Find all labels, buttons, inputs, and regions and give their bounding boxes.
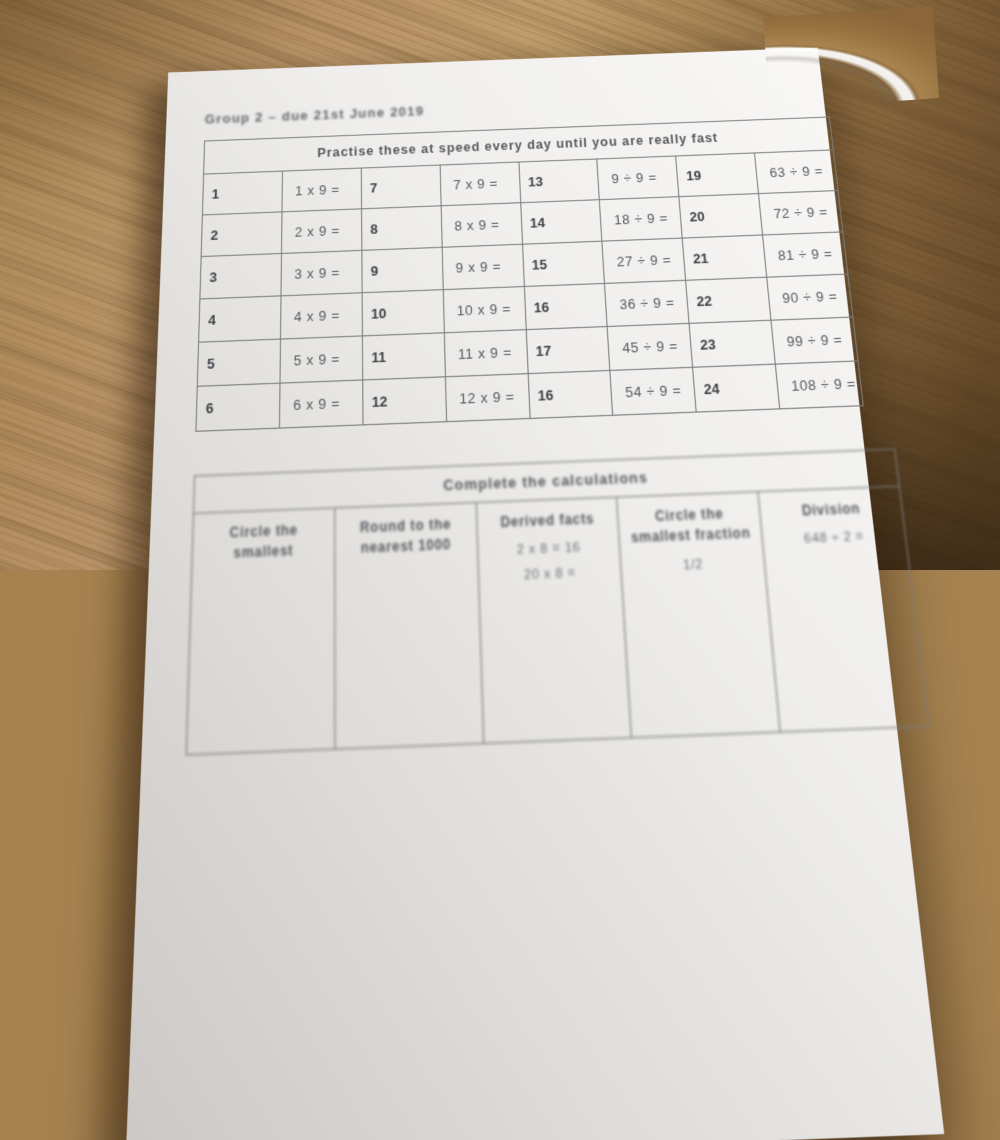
problem-number-cell: 10 <box>361 289 444 336</box>
problem-number-cell: 23 <box>689 320 776 368</box>
problem-cell: 108 ÷ 9 = <box>775 360 864 409</box>
problem-number-cell: 1 <box>202 171 283 215</box>
problem-cell: 99 ÷ 9 = <box>771 317 859 365</box>
problem-cell: 54 ÷ 9 = <box>610 367 697 416</box>
calc-preview-line <box>344 566 468 571</box>
problem-cell: 36 ÷ 9 = <box>604 280 690 327</box>
problem-number-cell: 15 <box>522 241 605 287</box>
problem-number-cell: 24 <box>692 364 780 413</box>
problem-cell: 72 ÷ 9 = <box>758 190 843 235</box>
problem-cell: 27 ÷ 9 = <box>602 238 686 284</box>
problem-cell: 7 x 9 = <box>439 162 521 206</box>
problem-number-cell: 7 <box>361 165 441 209</box>
problem-number-cell: 4 <box>198 295 281 343</box>
problem-number-cell: 11 <box>362 332 446 380</box>
calc-column-derived-facts: Derived facts 2 x 8 = 16 20 x 8 = <box>475 497 632 744</box>
calc-preview-line: 2 x 8 = 16 <box>516 541 581 558</box>
problem-cell: 90 ÷ 9 = <box>766 274 853 321</box>
practice-table: Practise these at speed every day until … <box>195 116 864 432</box>
problem-cell: 11 x 9 = <box>443 329 528 377</box>
problem-cell: 9 x 9 = <box>441 244 524 290</box>
problem-cell: 1 x 9 = <box>281 168 362 212</box>
problem-number-cell: 17 <box>525 326 611 374</box>
calc-preview-line <box>774 554 898 559</box>
calc-column-header: Circle the smallest fraction <box>630 505 752 547</box>
calc-preview-line <box>632 581 757 586</box>
problem-cell: 45 ÷ 9 = <box>607 323 693 371</box>
table-row: Circle the smallest Round to the nearest… <box>186 486 929 755</box>
problem-number-cell: 20 <box>679 193 763 239</box>
problem-number-cell: 13 <box>518 158 600 203</box>
problem-number-cell: 22 <box>685 277 772 324</box>
calc-column-rounding: Round to the nearest 1000 <box>334 502 484 750</box>
problem-cell: 5 x 9 = <box>279 335 363 384</box>
problem-number-cell: 8 <box>361 205 442 251</box>
calc-column-header: Derived facts <box>500 510 595 531</box>
calc-column-header: Round to the nearest 1000 <box>359 515 452 557</box>
problem-number-cell: 21 <box>682 234 767 281</box>
calc-preview-line <box>201 572 325 577</box>
problem-number-cell: 2 <box>201 211 282 257</box>
problem-number-cell: 6 <box>195 383 280 432</box>
problem-cell: 8 x 9 = <box>440 202 523 248</box>
calc-preview-line: 1/2 <box>682 557 704 573</box>
problem-number-cell: 16 <box>527 370 614 419</box>
calc-column-smallest: Circle the smallest <box>186 507 335 755</box>
problem-cell: 6 x 9 = <box>279 379 363 429</box>
calc-preview-line: 648 ÷ 2 = <box>803 530 865 547</box>
calc-column-division: Division 648 ÷ 2 = <box>758 486 929 733</box>
calculations-table: Complete the calculations Circle the sma… <box>186 449 930 756</box>
calc-column-header: Circle the smallest <box>229 521 299 562</box>
problem-cell: 4 x 9 = <box>280 292 363 340</box>
problem-cell: 10 x 9 = <box>442 286 526 333</box>
problem-number-cell: 14 <box>520 199 603 245</box>
problem-number-cell: 9 <box>361 247 443 293</box>
problem-number-cell: 16 <box>523 283 608 330</box>
calc-preview-line: 20 x 8 = <box>523 566 577 584</box>
problem-number-cell: 12 <box>362 376 447 425</box>
calc-preview-line <box>344 566 468 571</box>
problem-cell: 63 ÷ 9 = <box>754 149 839 194</box>
problem-cell: 2 x 9 = <box>281 208 362 254</box>
problem-cell: 18 ÷ 9 = <box>599 196 683 242</box>
problem-number-cell: 19 <box>675 152 759 197</box>
problem-cell: 12 x 9 = <box>445 373 530 422</box>
problem-cell: 81 ÷ 9 = <box>762 231 848 278</box>
problem-cell: 3 x 9 = <box>280 250 362 296</box>
calc-column-header: Division <box>801 500 861 519</box>
problem-number-cell: 5 <box>197 339 281 387</box>
problem-number-cell: 3 <box>199 253 282 299</box>
worksheet-paper: Group 2 – due 21st June 2019 Practise th… <box>125 47 945 1140</box>
problem-cell: 9 ÷ 9 = <box>597 155 680 200</box>
calc-preview-line <box>201 572 325 577</box>
calc-column-fractions: Circle the smallest fraction 1/2 <box>616 491 781 738</box>
